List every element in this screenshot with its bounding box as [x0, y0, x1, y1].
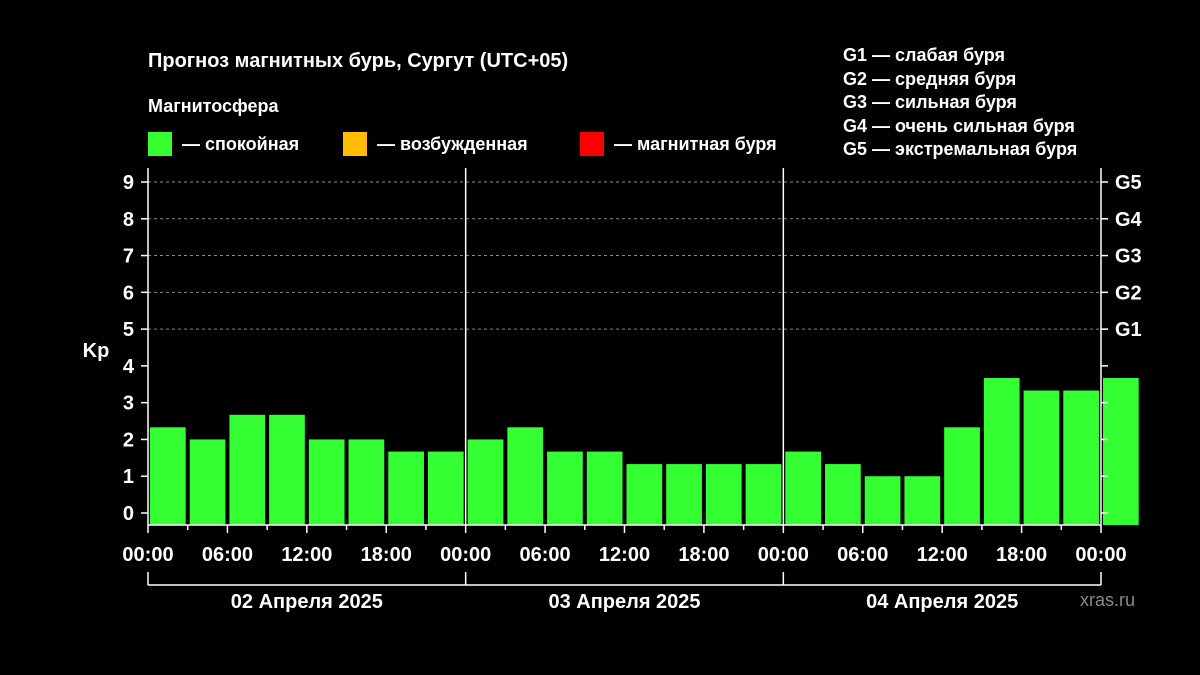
- day-label: 02 Апреля 2025: [231, 591, 383, 613]
- kp-bar: [586, 451, 623, 525]
- legend-item-calm: — спокойная: [148, 132, 299, 156]
- day-label: 04 Апреля 2025: [866, 591, 1018, 613]
- kp-bar: [983, 378, 1020, 525]
- kp-bar: [269, 414, 305, 525]
- y-tick-label: 7: [123, 246, 134, 268]
- kp-bar: [150, 427, 186, 525]
- magnetosphere-legend-title: Магнитосфера: [148, 96, 279, 116]
- x-tick-label: 00:00: [1075, 544, 1126, 566]
- kp-bar: [944, 427, 980, 525]
- y-tick-label: 9: [123, 172, 134, 194]
- y-tick-label: 3: [123, 393, 134, 415]
- x-tick-label: 00:00: [122, 544, 173, 566]
- y-tick-label: 5: [123, 319, 134, 341]
- legend-item-storm: — магнитная буря: [580, 132, 777, 156]
- storm-level-tick-label: G1: [1115, 319, 1142, 341]
- storm-level-g3: G3 — сильная буря: [843, 92, 1017, 112]
- day-label: 03 Апреля 2025: [548, 591, 700, 613]
- y-tick-label: 6: [123, 282, 134, 304]
- storm-level-g1: G1 — слабая буря: [843, 45, 1006, 65]
- legend-swatch-storm: [580, 132, 604, 156]
- storm-level-g5: G5 — экстремальная буря: [843, 139, 1078, 159]
- kp-bar: [507, 427, 544, 525]
- storm-level-g4: G4 — очень сильная буря: [843, 115, 1075, 136]
- kp-bar: [427, 451, 464, 525]
- y-tick-label: 4: [123, 356, 135, 378]
- storm-level-tick-label: G3: [1115, 246, 1142, 268]
- legend-item-excited: — возбужденная: [343, 132, 528, 156]
- storm-level-legend: G1 — слабая буря G2 — средняя буря G3 — …: [843, 44, 1077, 162]
- kp-bar: [467, 439, 504, 525]
- x-tick-label: 06:00: [837, 544, 888, 566]
- kp-bar: [626, 464, 663, 525]
- legend-label-excited: — возбужденная: [377, 133, 528, 154]
- kp-bar: [1023, 390, 1060, 525]
- y-tick-label: 1: [123, 466, 134, 488]
- kp-bar: [904, 476, 941, 525]
- kp-bar: [547, 451, 583, 525]
- kp-bar: [388, 451, 424, 525]
- x-tick-label: 00:00: [758, 544, 809, 566]
- x-tick-label: 12:00: [917, 544, 968, 566]
- storm-level-tick-label: G5: [1115, 172, 1142, 194]
- legend-label-calm: — спокойная: [182, 133, 300, 154]
- kp-bar: [1063, 390, 1099, 525]
- kp-bar: [705, 464, 742, 525]
- kp-bar: [745, 464, 782, 525]
- x-tick-label: 00:00: [440, 544, 491, 566]
- chart-title: Прогноз магнитных бурь, Сургут (UTC+05): [148, 50, 569, 72]
- legend-label-storm: — магнитная буря: [614, 133, 777, 154]
- kp-bar: [785, 451, 822, 525]
- kp-bar: [1103, 378, 1139, 525]
- storm-level-g2: G2 — средняя буря: [843, 68, 1017, 89]
- kp-bar: [864, 476, 901, 525]
- legend-swatch-excited: [343, 132, 367, 156]
- y-axis-label: Kp: [83, 340, 110, 362]
- storm-level-tick-label: G2: [1115, 282, 1142, 304]
- storm-level-tick-label: G4: [1115, 209, 1143, 231]
- kp-bar: [666, 464, 702, 525]
- y-tick-label: 8: [123, 209, 134, 231]
- x-tick-label: 06:00: [202, 544, 253, 566]
- x-tick-label: 06:00: [520, 544, 571, 566]
- y-tick-label: 2: [123, 429, 134, 451]
- kp-bar: [348, 439, 385, 525]
- x-tick-label: 12:00: [281, 544, 332, 566]
- kp-bar: [825, 464, 861, 525]
- kp-bar: [229, 414, 266, 525]
- kp-bar: [308, 439, 345, 525]
- x-tick-label: 18:00: [996, 544, 1047, 566]
- kp-bar: [189, 439, 226, 525]
- x-tick-label: 12:00: [599, 544, 650, 566]
- y-tick-label: 0: [123, 503, 134, 525]
- x-tick-label: 18:00: [678, 544, 729, 566]
- watermark: xras.ru: [1080, 590, 1136, 610]
- legend-swatch-calm: [148, 132, 172, 156]
- x-tick-label: 18:00: [361, 544, 412, 566]
